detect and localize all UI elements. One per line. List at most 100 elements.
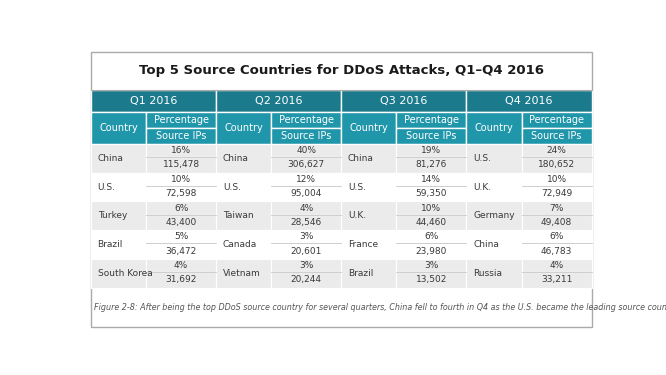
Bar [341, 112, 396, 144]
Text: Turkey: Turkey [98, 211, 127, 220]
Bar [521, 173, 591, 186]
Bar [521, 230, 591, 243]
Bar [146, 112, 216, 128]
Text: 10%: 10% [422, 204, 442, 213]
Bar [396, 112, 466, 128]
Text: Source IPs: Source IPs [531, 131, 582, 141]
Bar [396, 201, 466, 214]
Text: 4%: 4% [299, 204, 314, 213]
Bar [271, 157, 341, 173]
Text: 40%: 40% [296, 146, 316, 155]
Bar [271, 112, 341, 128]
Bar [271, 186, 341, 201]
Bar [521, 272, 591, 288]
Text: 44,460: 44,460 [416, 218, 447, 227]
Text: China: China [98, 154, 123, 163]
Bar [396, 128, 466, 144]
Text: 5%: 5% [174, 232, 188, 241]
Bar [521, 128, 591, 144]
Text: 7%: 7% [549, 204, 564, 213]
Text: Percentage: Percentage [279, 115, 334, 125]
Text: 3%: 3% [299, 261, 314, 270]
Text: 49,408: 49,408 [541, 218, 572, 227]
Text: 59,350: 59,350 [416, 189, 447, 198]
Text: 12%: 12% [296, 175, 316, 184]
Text: Canada: Canada [222, 240, 257, 249]
Bar [341, 201, 396, 230]
Text: Taiwan: Taiwan [222, 211, 253, 220]
Bar [396, 243, 466, 259]
Bar [396, 272, 466, 288]
Text: South Korea: South Korea [98, 269, 153, 278]
Bar [521, 259, 591, 272]
Bar [396, 214, 466, 230]
Text: 3%: 3% [424, 261, 439, 270]
Text: 4%: 4% [174, 261, 188, 270]
Bar [216, 230, 271, 259]
Text: Country: Country [99, 123, 138, 133]
Bar [271, 128, 341, 144]
Bar [466, 90, 591, 112]
Bar [91, 173, 146, 201]
Text: U.K.: U.K. [473, 183, 492, 192]
Text: 20,601: 20,601 [290, 247, 322, 256]
Bar [216, 112, 271, 144]
Text: Q4 2016: Q4 2016 [505, 96, 553, 106]
Text: 4%: 4% [549, 261, 563, 270]
Text: 28,546: 28,546 [290, 218, 322, 227]
Bar [146, 173, 216, 186]
Bar [396, 259, 466, 272]
Text: China: China [473, 240, 499, 249]
Text: Brazil: Brazil [98, 240, 123, 249]
Text: 46,783: 46,783 [541, 247, 572, 256]
Bar [521, 201, 591, 214]
Bar [91, 112, 146, 144]
Bar [396, 186, 466, 201]
Bar [271, 230, 341, 243]
Bar [146, 128, 216, 144]
Text: Country: Country [224, 123, 263, 133]
Text: Source IPs: Source IPs [156, 131, 206, 141]
Bar [146, 214, 216, 230]
Bar [466, 173, 521, 201]
Text: 19%: 19% [422, 146, 442, 155]
Bar [216, 259, 271, 288]
Bar [521, 157, 591, 173]
Bar [91, 144, 146, 173]
Bar [396, 173, 466, 186]
Bar [91, 259, 146, 288]
Text: 36,472: 36,472 [165, 247, 196, 256]
Bar [466, 144, 521, 173]
Text: Source IPs: Source IPs [406, 131, 457, 141]
Bar [521, 112, 591, 128]
Text: Q1 2016: Q1 2016 [130, 96, 177, 106]
Bar [271, 144, 341, 157]
Text: 14%: 14% [422, 175, 442, 184]
Text: 10%: 10% [547, 175, 567, 184]
Text: 6%: 6% [174, 204, 188, 213]
Text: 81,276: 81,276 [416, 160, 447, 170]
Bar [396, 157, 466, 173]
Bar [341, 144, 396, 173]
Bar [341, 259, 396, 288]
Bar [146, 259, 216, 272]
Text: Country: Country [475, 123, 513, 133]
Bar [466, 201, 521, 230]
Bar [341, 90, 466, 112]
Text: 24%: 24% [547, 146, 567, 155]
Text: 72,598: 72,598 [165, 189, 196, 198]
Bar [146, 243, 216, 259]
Bar [466, 112, 521, 144]
Text: U.S.: U.S. [222, 183, 241, 192]
Text: 115,478: 115,478 [163, 160, 200, 170]
Bar [216, 173, 271, 201]
Bar [146, 201, 216, 214]
Text: 95,004: 95,004 [290, 189, 322, 198]
Bar [91, 201, 146, 230]
Text: 180,652: 180,652 [538, 160, 575, 170]
Text: France: France [348, 240, 378, 249]
Text: 10%: 10% [171, 175, 191, 184]
Text: Q2 2016: Q2 2016 [255, 96, 302, 106]
Text: 72,949: 72,949 [541, 189, 572, 198]
Text: Russia: Russia [473, 269, 502, 278]
